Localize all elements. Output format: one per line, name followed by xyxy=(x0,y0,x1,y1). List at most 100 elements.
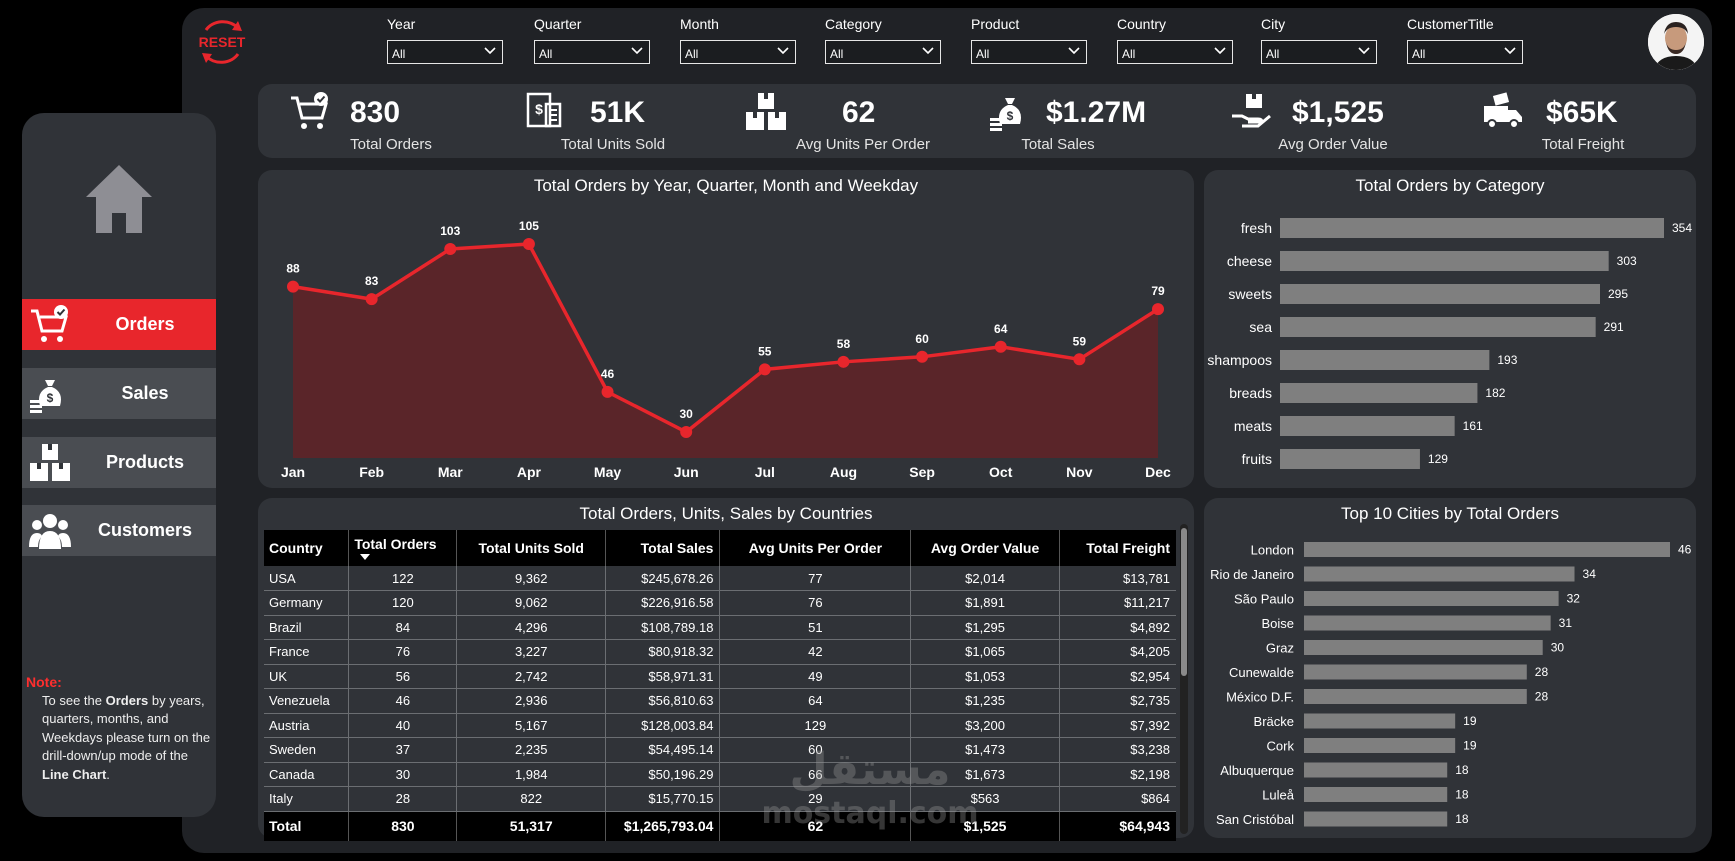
nav-customers[interactable]: Customers xyxy=(22,505,216,556)
nav-sales[interactable]: $ Sales xyxy=(22,368,216,419)
data-point[interactable] xyxy=(1073,353,1086,366)
table-row[interactable]: France 76 3,227 $80,918.32 42 $1,065 $4,205 xyxy=(264,639,1176,665)
table-cell: $58,971.31 xyxy=(605,664,721,689)
x-tick-label: Jan xyxy=(281,464,305,480)
table-row[interactable]: Italy 28 822 $15,770.15 29 $563 $864 xyxy=(264,786,1176,812)
table-scrollbar[interactable] xyxy=(1180,524,1188,834)
column-header[interactable]: Avg Units Per Order xyxy=(719,530,912,566)
table-row[interactable]: Germany 120 9,062 $226,916.58 76 $1,891 $11,21… xyxy=(264,590,1176,616)
column-header[interactable]: Total Freight xyxy=(1059,530,1176,566)
bar[interactable] xyxy=(1280,416,1455,436)
table-cell: $1,053 xyxy=(910,664,1060,689)
bar[interactable] xyxy=(1304,640,1543,655)
filter-value: All xyxy=(539,47,553,61)
orders-by-category-chart[interactable]: fresh 354 cheese 303 sweets 295 sea 291 shampoos… xyxy=(1204,170,1696,488)
table-row[interactable]: Brazil 84 4,296 $108,789.18 51 $1,295 $4,892 xyxy=(264,615,1176,640)
table-row[interactable]: Sweden 37 2,235 $54,495.14 60 $1,473 $3,238 xyxy=(264,737,1176,763)
reset-icon: RESET xyxy=(199,20,246,64)
filter-year-dropdown[interactable]: All xyxy=(387,40,503,64)
kpi-label: Avg Units Per Order xyxy=(796,136,930,153)
bar[interactable] xyxy=(1280,251,1609,271)
data-point[interactable] xyxy=(601,385,614,398)
reset-button[interactable]: RESET xyxy=(192,16,252,68)
column-header[interactable]: Avg Order Value xyxy=(910,530,1060,566)
cart-check-icon xyxy=(31,305,68,342)
bar[interactable] xyxy=(1304,542,1670,557)
table-row[interactable]: Austria 40 5,167 $128,003.84 129 $3,200 $7,392 xyxy=(264,713,1176,738)
filter-customertitle-dropdown[interactable]: All xyxy=(1407,40,1523,64)
nav-orders[interactable]: Orders xyxy=(22,299,216,350)
bar[interactable] xyxy=(1304,689,1527,704)
orders-by-month-chart[interactable]: 88 Jan 83 Feb 103 Mar 105 Apr 46 May 30 Jun 55 Jul 58 A… xyxy=(258,170,1194,488)
bar[interactable] xyxy=(1280,350,1490,370)
bar[interactable] xyxy=(1304,591,1559,606)
bar[interactable] xyxy=(1304,615,1551,631)
table-total-cell: 62 xyxy=(719,811,912,841)
hand-box-icon xyxy=(1232,94,1271,128)
filter-category-dropdown[interactable]: All xyxy=(825,40,941,64)
bar[interactable] xyxy=(1280,218,1664,238)
filter-product-dropdown[interactable]: All xyxy=(971,40,1087,64)
column-header[interactable]: Country xyxy=(264,530,350,566)
orders-by-month-title: Total Orders by Year, Quarter, Month and… xyxy=(533,176,919,195)
bar[interactable] xyxy=(1304,762,1448,778)
kpi-label: Total Freight xyxy=(1541,136,1625,153)
kpi-label: Total Units Sold xyxy=(560,136,666,153)
bar[interactable] xyxy=(1280,383,1478,403)
bar[interactable] xyxy=(1280,284,1600,304)
data-point[interactable] xyxy=(916,350,929,363)
data-point[interactable] xyxy=(1152,303,1164,316)
table-row[interactable]: USA 122 9,362 $245,678.26 77 $2,014 $13,781 xyxy=(264,566,1176,591)
data-point[interactable] xyxy=(365,293,378,306)
bar[interactable] xyxy=(1304,787,1448,802)
data-label: 64 xyxy=(994,322,1008,336)
nav-products[interactable]: Products xyxy=(22,437,216,488)
data-label: 59 xyxy=(1073,334,1087,348)
data-point[interactable] xyxy=(994,340,1007,353)
filter-label: Country xyxy=(1117,16,1167,32)
table-cell: $245,678.26 xyxy=(605,566,721,591)
data-point[interactable] xyxy=(837,355,850,368)
table-row[interactable]: Canada 30 1,984 $50,196.29 66 $1,673 $2,198 xyxy=(264,762,1176,787)
filter-quarter-dropdown[interactable]: All xyxy=(534,40,650,64)
column-header[interactable]: Total Units Sold xyxy=(456,530,606,566)
nav-label: Orders xyxy=(115,314,175,334)
receipt-icon: $ xyxy=(526,92,562,128)
data-point[interactable] xyxy=(287,280,299,293)
category-label: México D.F. xyxy=(1226,690,1294,705)
filter-city-dropdown[interactable]: All xyxy=(1261,40,1377,64)
bar[interactable] xyxy=(1304,811,1448,827)
table-cell: $13,781 xyxy=(1059,566,1176,591)
top-cities-title: Top 10 Cities by Total Orders xyxy=(1341,504,1559,523)
bar[interactable] xyxy=(1304,664,1527,680)
table-cell: $4,892 xyxy=(1059,615,1176,640)
chevron-down-icon xyxy=(1068,47,1080,55)
data-point[interactable] xyxy=(522,238,535,250)
data-point[interactable] xyxy=(444,243,457,256)
table-cell: 77 xyxy=(719,566,912,591)
x-tick-label: Oct xyxy=(989,464,1013,480)
filter-value: All xyxy=(1266,47,1280,61)
data-point[interactable] xyxy=(680,426,693,438)
top-cities-chart[interactable]: London 46 Rio de Janeiro 34 São Paulo 32 Boise… xyxy=(1204,498,1696,838)
table-row[interactable]: UK 56 2,742 $58,971.31 49 $1,053 $2,954 xyxy=(264,664,1176,689)
table-cell: $2,735 xyxy=(1059,688,1176,714)
category-label: Rio de Janeiro xyxy=(1210,567,1294,582)
column-header[interactable]: Total Sales xyxy=(605,530,721,566)
bar[interactable] xyxy=(1280,449,1420,469)
column-header[interactable]: Total Orders xyxy=(348,530,458,566)
table-cell: Venezuela xyxy=(264,688,350,714)
filter-month-dropdown[interactable]: All xyxy=(680,40,796,64)
user-avatar[interactable] xyxy=(1648,14,1704,70)
bar[interactable] xyxy=(1280,317,1596,337)
table-scroll-thumb[interactable] xyxy=(1181,528,1187,676)
filter-country: Country All xyxy=(1117,16,1233,64)
nav-label: Products xyxy=(105,452,184,472)
filter-country-dropdown[interactable]: All xyxy=(1117,40,1233,64)
bar[interactable] xyxy=(1304,713,1456,729)
data-point[interactable] xyxy=(758,363,771,376)
bar[interactable] xyxy=(1304,738,1456,753)
table-row[interactable]: Venezuela 46 2,936 $56,810.63 64 $1,235 $2,735 xyxy=(264,688,1176,714)
bar[interactable] xyxy=(1304,566,1575,582)
home-icon[interactable] xyxy=(84,163,154,235)
